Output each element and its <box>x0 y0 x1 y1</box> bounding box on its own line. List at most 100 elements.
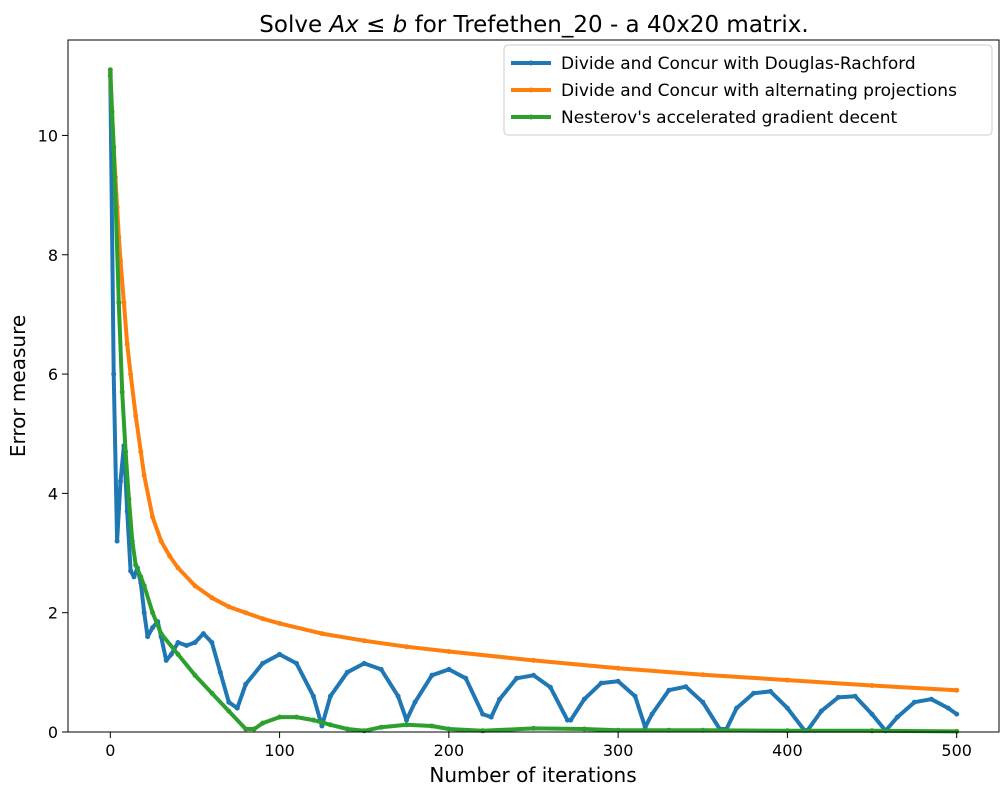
chart-title-math: Ax ≤ b <box>327 12 407 38</box>
data-point <box>911 699 917 705</box>
data-point <box>446 649 452 654</box>
data-point <box>954 687 960 693</box>
data-point <box>209 690 215 696</box>
data-point <box>123 449 129 455</box>
y-axis-label: Error measure <box>6 315 30 457</box>
data-point <box>118 478 123 484</box>
data-point <box>294 714 299 720</box>
data-point <box>277 714 283 720</box>
series-line <box>108 73 959 733</box>
legend-label: Divide and Concur with alternating proje… <box>561 81 957 101</box>
data-point <box>119 389 125 395</box>
data-point <box>361 638 367 644</box>
x-tick-label: 500 <box>941 741 972 760</box>
data-point <box>124 341 130 347</box>
data-point <box>598 680 604 686</box>
legend-marker <box>528 87 534 93</box>
data-point <box>480 711 486 717</box>
data-point <box>488 714 494 720</box>
data-point <box>116 300 122 305</box>
data-point <box>128 371 134 377</box>
legend-entry: Divide and Concur with alternating proje… <box>511 81 957 101</box>
data-point <box>150 625 156 631</box>
y-tick-label: 4 <box>48 484 58 503</box>
data-point <box>869 728 875 734</box>
data-point <box>632 693 638 699</box>
data-point <box>163 657 169 663</box>
data-point <box>568 717 574 723</box>
data-point <box>700 727 706 733</box>
data-point <box>666 727 672 733</box>
series-line <box>108 70 959 693</box>
data-point <box>260 616 266 622</box>
data-point <box>128 568 134 574</box>
data-point <box>121 300 127 305</box>
series-3 <box>107 67 960 734</box>
data-point <box>497 696 503 702</box>
data-point <box>751 690 757 696</box>
legend-marker <box>528 60 534 66</box>
data-point <box>700 672 706 678</box>
data-point <box>114 538 120 544</box>
data-point <box>928 696 934 702</box>
series-2 <box>107 70 960 693</box>
data-point <box>894 714 900 720</box>
data-point <box>547 684 553 690</box>
data-point <box>344 726 350 732</box>
data-point <box>277 651 283 657</box>
data-point <box>138 449 144 455</box>
legend-box <box>503 44 993 136</box>
data-point <box>581 696 587 702</box>
data-point <box>768 688 773 694</box>
data-point <box>378 666 384 672</box>
data-point <box>514 675 520 681</box>
data-point <box>150 514 156 520</box>
legend: Divide and Concur with Douglas-Rachford D… <box>503 44 993 136</box>
data-point <box>158 631 164 637</box>
data-point <box>531 725 536 731</box>
data-point <box>404 717 409 723</box>
chart-title-prefix: Solve <box>259 12 329 38</box>
data-point <box>954 711 960 717</box>
data-point <box>683 684 689 690</box>
data-point <box>107 67 113 73</box>
data-point <box>666 687 672 693</box>
data-point <box>209 640 215 645</box>
data-point <box>319 631 325 637</box>
data-point <box>234 705 240 711</box>
x-tick-label: 400 <box>772 741 803 760</box>
y-tick-label: 10 <box>38 126 58 145</box>
ticks-layer: 0 100 200 300 400 500 0 2 4 6 8 10 <box>38 126 972 760</box>
chart-title-suffix: for Trefethen_20 - a 40x20 matrix. <box>407 12 808 38</box>
series-layer <box>107 67 960 734</box>
y-tick-label: 2 <box>48 604 58 623</box>
chart-title: Solve Ax ≤ b for Trefethen_20 - a 40x20 … <box>259 12 808 38</box>
data-point <box>192 672 198 678</box>
data-point <box>133 413 139 419</box>
data-point <box>327 722 333 728</box>
data-point <box>429 723 435 729</box>
legend-entry: Divide and Concur with Douglas-Rachford <box>511 54 916 74</box>
data-point <box>138 574 144 580</box>
data-point <box>260 660 266 666</box>
data-point <box>446 666 452 672</box>
x-axis-label: Number of iterations <box>429 763 636 787</box>
y-tick-label: 0 <box>48 723 58 742</box>
data-point <box>131 574 137 580</box>
data-point <box>835 694 841 700</box>
data-point <box>175 565 181 571</box>
data-point <box>429 672 435 678</box>
data-point <box>294 660 299 666</box>
data-point <box>404 644 409 650</box>
data-point <box>480 728 486 734</box>
x-tick-label: 200 <box>434 741 465 760</box>
data-point <box>209 595 215 601</box>
data-point <box>734 705 740 711</box>
legend-label: Divide and Concur with Douglas-Rachford <box>561 54 916 74</box>
data-point <box>615 678 621 684</box>
data-point <box>141 583 147 589</box>
data-point <box>133 562 139 568</box>
y-tick-label: 8 <box>48 246 58 265</box>
data-point <box>412 699 418 705</box>
